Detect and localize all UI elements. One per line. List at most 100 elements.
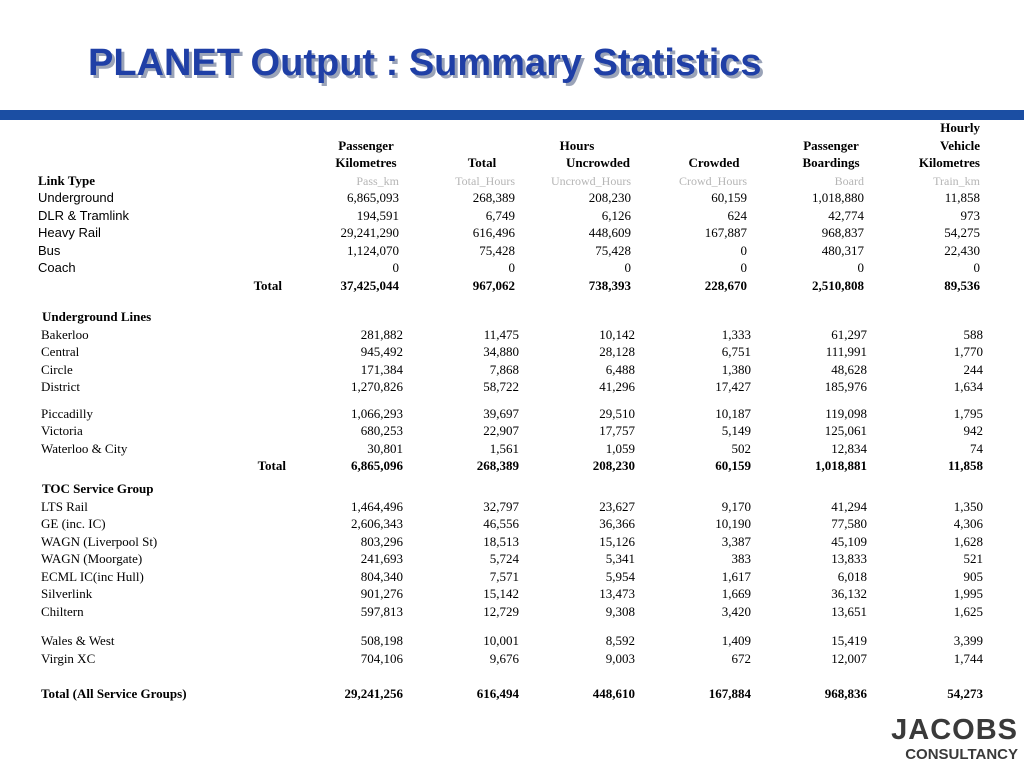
cell: 6,018 [837, 569, 867, 584]
cell: 521 [963, 551, 984, 566]
cell: 1,350 [953, 499, 983, 514]
cell: 6,126 [601, 208, 631, 223]
cell: 3,387 [721, 534, 751, 549]
cell: 17,427 [715, 379, 751, 394]
cell: 29,510 [599, 406, 635, 421]
cell: 111,991 [825, 344, 867, 359]
row-label: Victoria [41, 423, 83, 438]
cell: 15,419 [831, 633, 867, 648]
cell: 13,833 [831, 551, 867, 566]
cell: 5,724 [489, 551, 519, 566]
cell: 3,420 [721, 604, 751, 619]
row-label: Heavy Rail [38, 225, 101, 240]
cell: 42,774 [828, 208, 864, 223]
row-label: Coach [38, 260, 76, 275]
cell: 6,488 [605, 362, 635, 377]
total-cell: 167,884 [708, 686, 751, 701]
cell: 30,801 [367, 441, 403, 456]
cell: 39,697 [483, 406, 519, 421]
cell: 10,190 [715, 516, 751, 531]
column-heading: Boardings [802, 155, 860, 170]
cell: 480,317 [821, 243, 864, 258]
total-cell: 54,273 [947, 686, 983, 701]
cell: 48,628 [831, 362, 867, 377]
cell: 508,198 [360, 633, 403, 648]
cell: 0 [392, 260, 400, 275]
cell: 60,159 [711, 190, 747, 205]
cell: 680,253 [360, 423, 403, 438]
total-label: Total (All Service Groups) [41, 686, 187, 701]
row-label: Waterloo & City [41, 441, 128, 456]
cell: 32,797 [483, 499, 519, 514]
row-label: WAGN (Moorgate) [41, 551, 143, 566]
cell: 616,496 [472, 225, 515, 240]
cell: 9,170 [721, 499, 751, 514]
cell: 268,389 [472, 190, 515, 205]
cell: 10,142 [599, 327, 635, 342]
cell: 5,149 [721, 423, 751, 438]
row-label: Central [41, 344, 80, 359]
cell: 1,634 [953, 379, 983, 394]
cell: 61,297 [831, 327, 867, 342]
row-label: Chiltern [41, 604, 84, 619]
total-cell: 29,241,256 [344, 686, 404, 701]
cell: 973 [960, 208, 981, 223]
cell: 119,098 [825, 406, 867, 421]
cell: 11,475 [483, 327, 519, 342]
cell: 12,007 [831, 651, 867, 666]
cell: 1,270,826 [351, 379, 403, 394]
cell: 77,580 [831, 516, 867, 531]
row-label: WAGN (Liverpool St) [41, 534, 158, 549]
cell: 1,617 [721, 569, 751, 584]
column-code: Uncrowd_Hours [551, 174, 631, 188]
cell: 36,132 [831, 586, 867, 601]
cell: 624 [727, 208, 748, 223]
column-code: Crowd_Hours [679, 174, 747, 188]
cell: 502 [731, 441, 752, 456]
column-heading: Hours [559, 137, 595, 153]
cell: 1,744 [953, 651, 983, 666]
cell: 241,693 [360, 551, 403, 566]
cell: 10,001 [483, 633, 519, 648]
column-heading: Kilometres [918, 155, 980, 170]
cell: 36,366 [599, 516, 635, 531]
cell: 1,669 [721, 586, 751, 601]
cell: 1,464,496 [351, 499, 403, 514]
cell: 968,837 [821, 225, 864, 240]
column-heading: Uncrowded [565, 155, 631, 170]
total-cell: 60,159 [715, 458, 751, 473]
cell: 0 [973, 260, 981, 275]
total-cell: 2,510,808 [812, 278, 864, 293]
cell: 0 [740, 260, 748, 275]
cell: 6,751 [721, 344, 751, 359]
total-cell: 968,836 [824, 686, 867, 701]
row-label: Circle [41, 362, 73, 377]
row-label: Bakerloo [41, 327, 89, 342]
row-label: DLR & Tramlink [38, 208, 130, 223]
cell: 3,399 [953, 633, 983, 648]
cell: 10,187 [715, 406, 751, 421]
cell: 7,868 [489, 362, 519, 377]
cell: 945,492 [360, 344, 403, 359]
cell: 7,571 [489, 569, 519, 584]
row-label: Underground [38, 190, 114, 205]
row-label: Bus [38, 243, 61, 258]
cell: 1,995 [953, 586, 983, 601]
cell: 1,795 [953, 406, 983, 421]
column-code: Board [834, 174, 864, 188]
column-code: Pass_km [356, 174, 399, 188]
section-title: TOC Service Group [42, 481, 154, 496]
cell: 804,340 [360, 569, 403, 584]
cell: 942 [963, 423, 984, 438]
cell: 1,770 [953, 344, 983, 359]
cell: 905 [963, 569, 984, 584]
cell: 54,275 [944, 225, 980, 240]
total-cell: 738,393 [588, 278, 631, 293]
cell: 6,749 [485, 208, 515, 223]
logo-subtitle: CONSULTANCY [905, 746, 1018, 763]
total-cell: 89,536 [944, 278, 980, 293]
cell: 1,628 [953, 534, 983, 549]
total-cell: 616,494 [476, 686, 519, 701]
cell: 171,384 [360, 362, 403, 377]
